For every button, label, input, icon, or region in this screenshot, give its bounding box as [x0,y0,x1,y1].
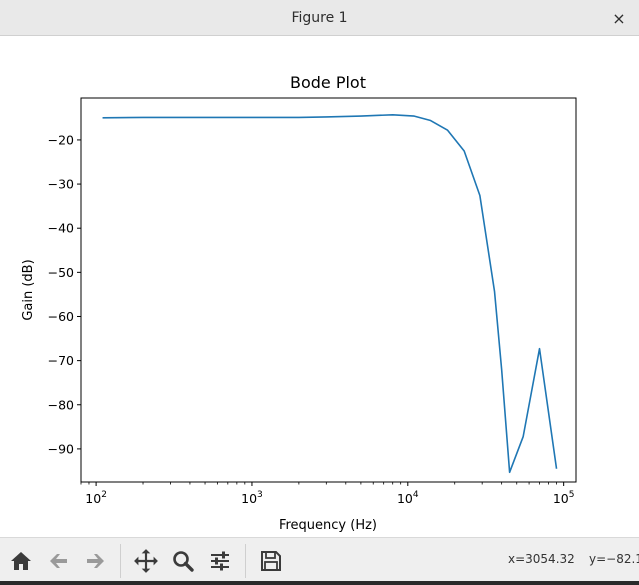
x-tick-label-exponent: 2 [101,490,107,500]
y-tick-label: −60 [48,309,74,324]
x-axis-minor-ticks [80,482,557,485]
close-button[interactable]: × [609,8,629,28]
zoom-button[interactable] [168,546,198,576]
back-arrow-icon [50,554,67,568]
x-tick-label-exponent: 4 [413,490,419,500]
bode-plot-chart: Bode Plot −20−30−40−50−60−70−80−90 102 10… [21,73,577,533]
navigation-toolbar: x=3054.32 y=−82.1 [0,537,639,585]
x-tick-label-base: 10 [85,491,101,506]
y-tick-label: −80 [48,397,74,412]
configure-subplots-icon [211,551,229,571]
x-tick-label-base: 10 [553,491,569,506]
x-tick-label-base: 10 [241,491,257,506]
x-tick-label-exponent: 5 [569,490,575,500]
x-tick-label: 105 [553,490,575,506]
y-tick-label: −40 [48,221,74,236]
forward-button[interactable] [80,546,110,576]
x-tick-label: 104 [397,490,419,506]
window-titlebar: Figure 1 × [0,0,639,36]
forward-arrow-icon [87,554,104,568]
window-bottom-edge [0,581,639,585]
series-line [102,113,558,474]
zoom-icon [173,551,194,572]
y-axis-label: Gain (dB) [21,259,36,320]
chart-title: Bode Plot [290,73,366,92]
x-axis-ticks: 102 103 104 105 [85,482,574,506]
y-tick-label: −30 [48,177,74,192]
close-icon: × [612,8,626,28]
pan-button[interactable] [131,546,161,576]
cursor-x-readout: x=3054.32 [508,552,575,566]
y-tick-label: −70 [48,353,74,368]
configure-subplots-button[interactable] [205,546,235,576]
toolbar-separator [120,544,121,578]
x-tick-label: 103 [241,490,263,506]
y-axis-ticks: −20 −30 −40 −50 −60 −70 −80 −90 [48,132,81,456]
axes-frame [80,97,577,483]
window-title: Figure 1 [291,9,348,26]
back-button[interactable] [44,546,74,576]
x-tick-label: 102 [85,490,107,506]
y-tick-label: −20 [48,132,74,147]
y-tick-label: −50 [48,265,74,280]
x-axis-label: Frequency (Hz) [279,518,377,533]
x-tick-label-base: 10 [397,491,413,506]
figure-canvas[interactable]: Bode Plot −20 −30 −40 −50 −60 −70 −80 −90 102 10… [0,37,639,536]
home-icon [11,552,31,570]
home-button[interactable] [6,546,36,576]
pan-icon [134,549,158,573]
save-icon [261,551,281,571]
x-tick-label-exponent: 3 [257,490,263,500]
save-button[interactable] [256,546,286,576]
cursor-y-readout: y=−82.1 [589,552,639,566]
y-tick-label: −90 [48,441,74,456]
toolbar-separator [245,544,246,578]
